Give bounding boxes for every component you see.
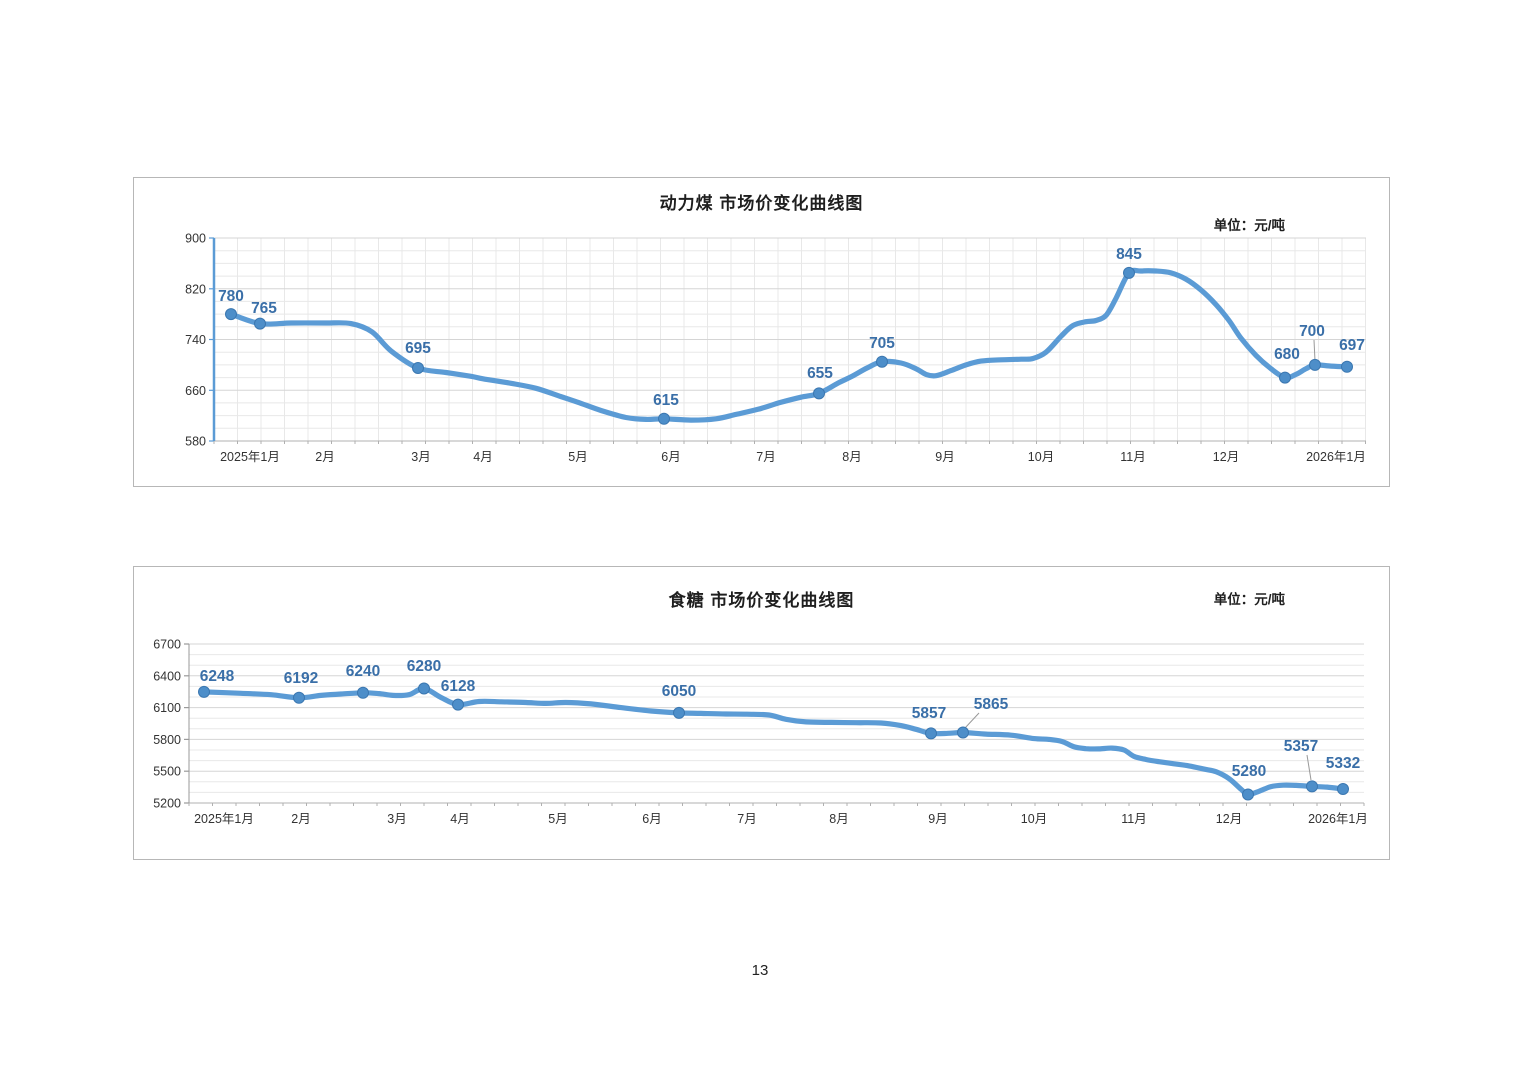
data-point-label: 845 <box>1116 246 1142 263</box>
data-point-label: 6192 <box>284 670 318 687</box>
data-point-marker <box>1341 360 1353 373</box>
sugar-chart-canvas: 6700 6400 6100 5800 5500 5200 2025年1月 2月 3月 4月 5月 6… <box>153 638 1368 827</box>
data-point-marker <box>412 362 424 374</box>
data-point-marker <box>1337 783 1349 795</box>
data-point-marker <box>876 355 888 368</box>
data-point-marker <box>1279 371 1291 384</box>
data-point-label: 697 <box>1339 337 1365 354</box>
data-point-marker <box>225 308 237 321</box>
data-point-marker <box>1242 788 1254 801</box>
data-point-marker <box>254 317 266 330</box>
data-point-marker <box>418 682 430 695</box>
x-tick-label: 10月 <box>1021 812 1047 826</box>
data-point-label: 5865 <box>974 696 1009 713</box>
y-tick-label: 6400 <box>153 669 181 683</box>
data-point-marker <box>198 685 210 698</box>
data-point-label: 6240 <box>346 663 380 680</box>
y-tick-label: 580 <box>185 435 206 449</box>
sugar-price-chart-panel: 食糖 市场价变化曲线图 单位：元/吨 6700 6400 6100 5800 5500 5… <box>133 566 1390 860</box>
data-point-marker <box>293 691 305 704</box>
data-point-label: 655 <box>807 365 833 382</box>
y-tick-label: 740 <box>185 333 206 347</box>
data-point-label: 6248 <box>200 668 235 685</box>
y-tick-label: 660 <box>185 384 206 398</box>
label-leader-line <box>1306 754 1312 781</box>
data-point-label: 6050 <box>662 683 696 700</box>
data-point-label: 765 <box>251 300 277 317</box>
data-point-marker <box>658 412 670 425</box>
x-tick-label: 9月 <box>928 812 947 826</box>
x-tick-label: 7月 <box>737 812 756 826</box>
x-tick-label: 4月 <box>450 812 469 826</box>
y-tick-label: 5500 <box>153 765 181 779</box>
x-tick-label: 2月 <box>291 812 310 826</box>
x-tick-label: 3月 <box>411 450 430 464</box>
data-point-marker <box>673 706 685 719</box>
data-point-marker <box>357 686 369 699</box>
x-tick-label: 2026年1月 <box>1308 812 1368 826</box>
sugar-chart-unit-label: 单位：元/吨 <box>1213 592 1285 607</box>
coal-chart-title: 动力煤 市场价变化曲线图 <box>659 194 864 213</box>
sugar-chart-title: 食糖 市场价变化曲线图 <box>668 591 855 610</box>
x-tick-label: 11月 <box>1121 812 1146 826</box>
data-point-marker <box>957 726 969 739</box>
x-tick-label: 2025年1月 <box>194 812 254 826</box>
y-tick-label: 820 <box>185 282 206 296</box>
coal-chart-canvas: 900 820 740 660 580 2025年1月 2月 3月 4月 5月 6月 7月 8月 9月 10… <box>185 232 1366 464</box>
data-point-marker <box>1306 780 1318 793</box>
y-tick-label: 6700 <box>153 638 181 652</box>
data-point-label: 695 <box>405 340 431 357</box>
x-tick-label: 4月 <box>473 450 492 464</box>
x-tick-label: 7月 <box>756 450 775 464</box>
x-tick-label: 6月 <box>661 450 680 464</box>
x-tick-label: 2026年1月 <box>1306 450 1366 464</box>
x-tick-label: 9月 <box>935 450 954 464</box>
x-tick-label: 8月 <box>829 812 848 826</box>
data-point-marker <box>1123 266 1135 279</box>
price-curve <box>228 267 1350 423</box>
label-leader-line <box>964 712 980 729</box>
x-tick-label: 5月 <box>548 812 567 826</box>
data-point-label: 705 <box>869 335 895 352</box>
x-tick-label: 6月 <box>642 812 661 826</box>
x-tick-label: 2月 <box>315 450 334 464</box>
price-curve <box>201 685 1346 798</box>
x-tick-label: 2025年1月 <box>220 450 280 464</box>
y-tick-label: 5800 <box>153 733 181 747</box>
data-point-label: 780 <box>218 288 244 305</box>
data-point-label: 5357 <box>1284 738 1318 755</box>
y-tick-label: 900 <box>185 232 206 246</box>
data-point-label: 680 <box>1274 346 1300 363</box>
coal-chart-unit-label: 单位：元/吨 <box>1213 218 1285 233</box>
x-tick-label: 8月 <box>842 450 861 464</box>
data-point-label: 6280 <box>407 658 441 675</box>
page-number: 13 <box>751 962 769 979</box>
x-tick-label: 11月 <box>1120 450 1145 464</box>
data-point-label: 615 <box>653 392 679 409</box>
data-point-marker <box>1309 358 1321 371</box>
data-point-label: 5857 <box>912 705 946 722</box>
x-tick-label: 10月 <box>1028 450 1054 464</box>
data-point-label: 700 <box>1299 323 1325 340</box>
data-point-marker <box>452 698 464 711</box>
label-leader-line <box>1313 339 1316 362</box>
y-tick-label: 5200 <box>153 797 181 811</box>
data-point-marker <box>925 727 937 740</box>
coal-price-chart-panel: 动力煤 市场价变化曲线图 单位：元/吨 900 820 740 660 580 2025年… <box>133 177 1390 487</box>
data-point-label: 5280 <box>1232 763 1266 780</box>
x-tick-label: 12月 <box>1213 450 1239 464</box>
y-tick-label: 6100 <box>153 701 181 715</box>
data-point-label: 5332 <box>1326 755 1360 772</box>
data-point-marker <box>813 387 825 400</box>
data-point-label: 6128 <box>441 678 476 695</box>
x-tick-label: 5月 <box>568 450 587 464</box>
x-tick-label: 12月 <box>1216 812 1242 826</box>
x-tick-label: 3月 <box>387 812 406 826</box>
